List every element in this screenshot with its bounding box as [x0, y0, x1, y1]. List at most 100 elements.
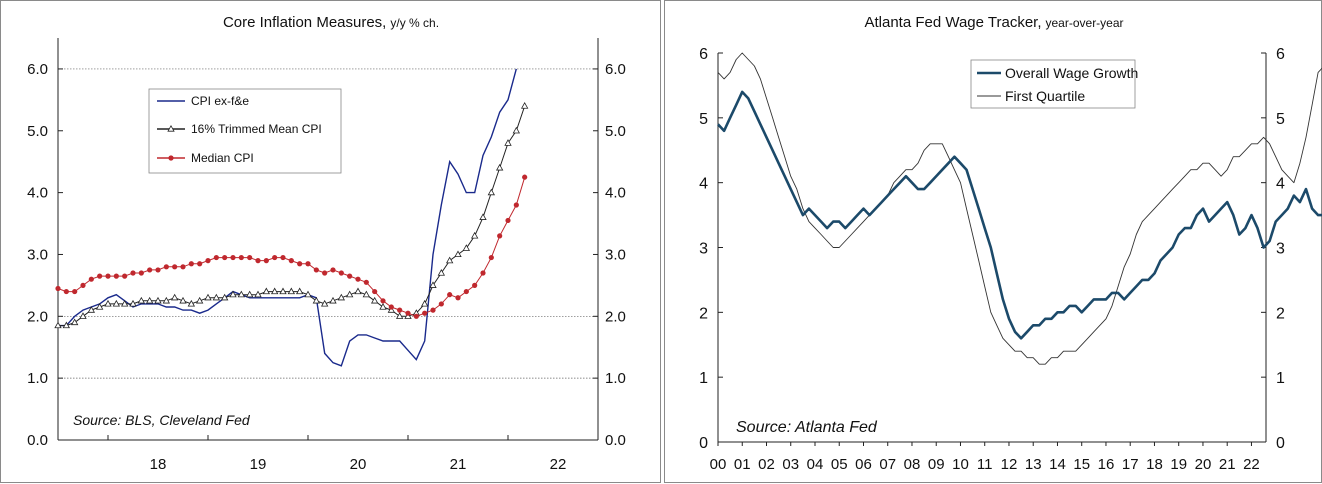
circle-point — [297, 261, 303, 267]
circle-point — [497, 233, 503, 239]
legend-label: First Quartile — [1005, 88, 1085, 104]
circle-point — [247, 254, 253, 261]
x-tick-label: 09 — [928, 456, 945, 473]
chart-title: Core Inflation Measures, — [223, 14, 386, 31]
x-tick-label: 13 — [1025, 456, 1042, 473]
triangle-point — [495, 163, 504, 171]
circle-point — [180, 264, 186, 270]
x-tick-label: 18 — [150, 456, 167, 473]
y-tick-label-right: 5.0 — [605, 123, 626, 140]
triangle-point — [204, 293, 212, 301]
chart-title-suffix: y/y % ch. — [390, 16, 439, 30]
legend-box — [148, 88, 342, 174]
x-tick-label: 10 — [952, 456, 969, 473]
triangle-point — [195, 296, 204, 304]
y-tick-label-left: 0.0 — [27, 432, 48, 449]
y-tick-label-left: 4 — [699, 176, 708, 193]
circle-point — [72, 288, 78, 295]
circle-point — [55, 285, 61, 292]
triangle-point — [379, 303, 387, 310]
y-tick-label-left: 0 — [699, 435, 708, 452]
y-tick-label-right: 2.0 — [605, 308, 626, 325]
triangle-point — [162, 296, 171, 304]
circle-point — [238, 254, 244, 261]
core-inflation-chart: Core Inflation Measures, y/y % ch. 0.0 0.0 1… — [27, 14, 626, 473]
legend-marker — [167, 124, 175, 132]
circle-point — [305, 261, 311, 267]
x-tick-label: 03 — [782, 456, 799, 473]
triangle-point — [62, 321, 71, 329]
triangle-point — [87, 306, 96, 313]
triangle-point — [395, 312, 404, 319]
circle-point — [355, 276, 361, 282]
y-tick-label-left: 5 — [699, 111, 708, 128]
triangle-point — [487, 188, 496, 196]
x-tick-label: 20 — [350, 456, 367, 473]
circle-point — [397, 307, 403, 313]
legend-marker — [168, 155, 174, 161]
x-tick-label: 05 — [831, 456, 848, 473]
circle-point — [155, 267, 161, 273]
circle-point — [188, 261, 194, 267]
y-tick-label-right: 3.0 — [605, 246, 626, 263]
triangle-point — [187, 299, 196, 307]
triangle-point — [112, 299, 121, 307]
circle-point — [80, 282, 86, 288]
source-note: Source: Atlanta Fed — [736, 419, 878, 436]
circle-point — [438, 301, 444, 307]
chart-panel-core-inflation: Core Inflation Measures, y/y % ch. 0.0 0.0 1… — [0, 0, 661, 483]
triangle-point — [312, 296, 321, 304]
triangle-point — [454, 250, 462, 258]
circle-point — [138, 270, 144, 276]
triangle-point — [212, 293, 221, 301]
triangle-point — [154, 296, 162, 304]
x-tick-label: 01 — [734, 456, 751, 473]
triangle-point — [337, 293, 346, 301]
y-tick-label-right: 1 — [1276, 370, 1285, 387]
x-tick-label: 06 — [855, 456, 872, 473]
circle-point — [263, 258, 269, 264]
triangle-point — [245, 290, 254, 298]
triangle-point — [170, 293, 179, 301]
triangle-point — [220, 293, 229, 301]
y-tick-label-right: 4.0 — [605, 185, 626, 202]
circle-point — [213, 254, 219, 261]
circle-point — [372, 288, 378, 295]
series-line-1 — [717, 52, 1322, 365]
circle-point — [205, 258, 211, 264]
triangle-point — [95, 303, 104, 310]
circle-point — [88, 276, 94, 282]
y-tick-label-left: 4.0 — [27, 185, 48, 202]
x-tick-label: 16 — [1098, 456, 1115, 473]
triangle-point — [504, 139, 512, 146]
triangle-point — [254, 290, 262, 298]
y-tick-label-right: 4 — [1276, 176, 1285, 193]
x-tick-label: 19 — [1170, 456, 1187, 473]
triangle-point — [479, 213, 487, 220]
circle-point — [338, 270, 344, 276]
circle-point — [363, 279, 369, 285]
triangle-point — [420, 299, 429, 307]
circle-point — [472, 282, 478, 288]
x-tick-label: 21 — [450, 456, 467, 473]
x-tick-label: 02 — [758, 456, 775, 473]
y-tick-label-left: 6 — [699, 46, 708, 63]
y-tick-label-left: 2 — [699, 305, 708, 322]
triangle-point — [104, 299, 112, 307]
triangle-point — [437, 268, 446, 276]
chart-title: Atlanta Fed Wage Tracker, — [864, 14, 1041, 31]
y-tick-label-left: 1 — [699, 370, 708, 387]
circle-point — [172, 264, 178, 270]
triangle-point — [79, 312, 87, 319]
y-tick-label-left: 6.0 — [27, 61, 48, 78]
circle-point — [330, 267, 336, 273]
chart-title-suffix: year-over-year — [1046, 16, 1124, 30]
triangle-point — [445, 256, 454, 264]
triangle-point — [262, 287, 271, 295]
y-tick-label-right: 3 — [1276, 241, 1285, 258]
circle-point — [105, 273, 111, 279]
circle-point — [255, 258, 261, 264]
circle-point — [280, 254, 286, 261]
x-tick-label: 11 — [977, 456, 993, 473]
chart-panel-wage-tracker: Atlanta Fed Wage Tracker, year-over-year 0… — [664, 0, 1322, 483]
